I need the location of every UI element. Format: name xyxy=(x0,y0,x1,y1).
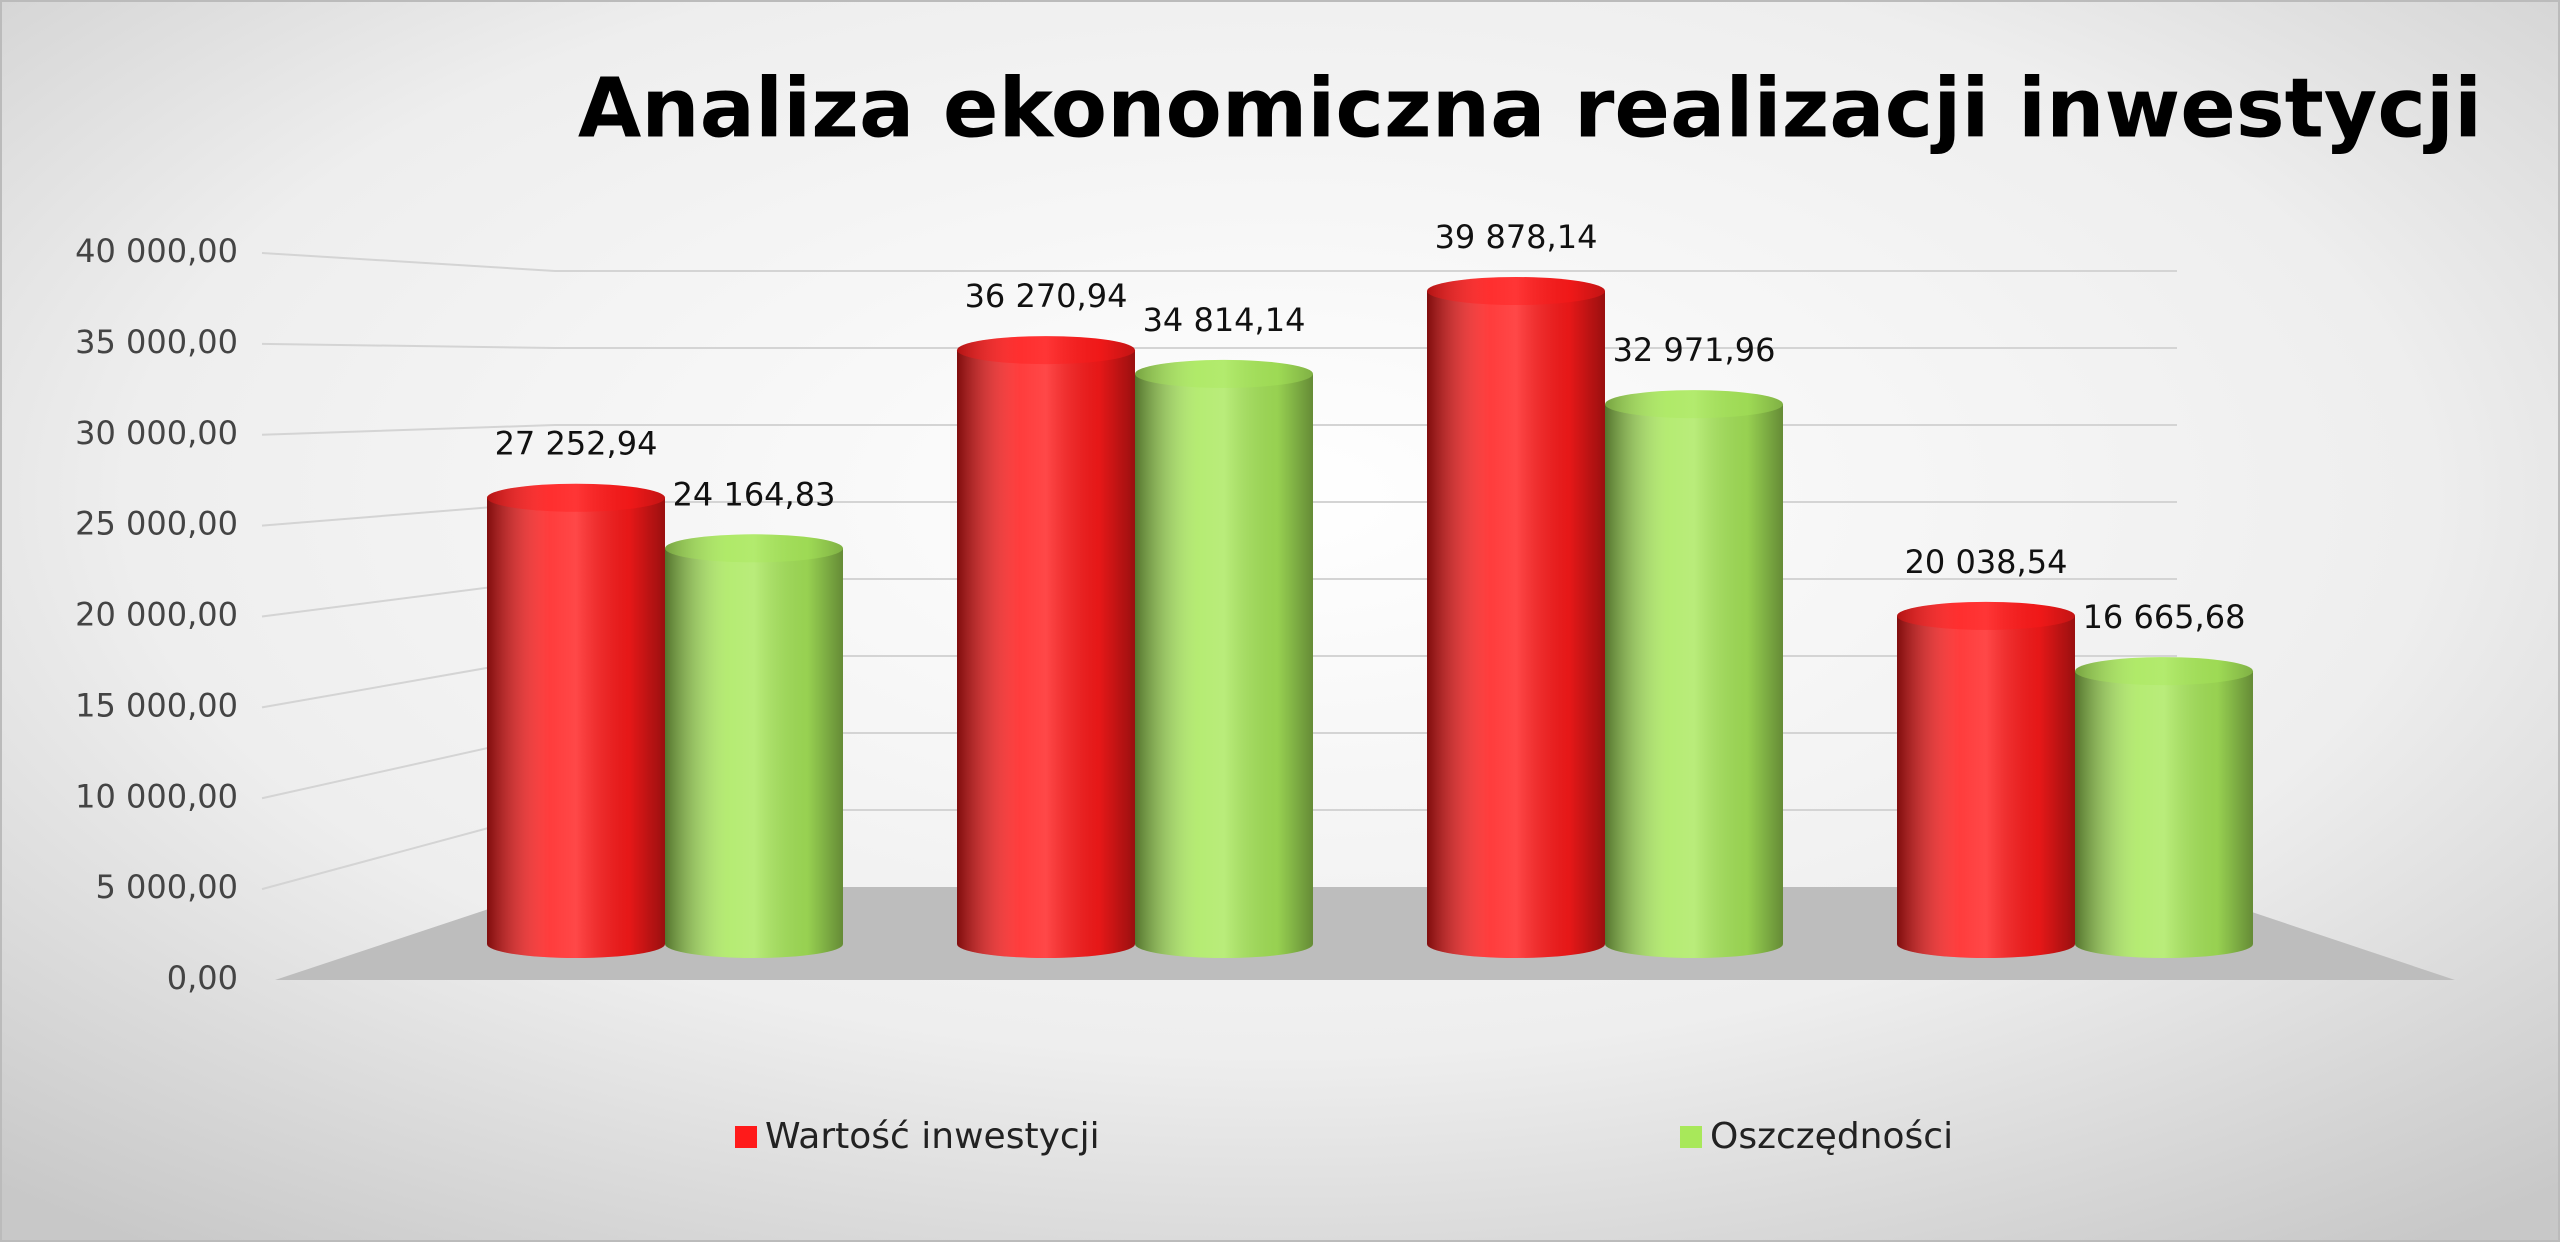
chart-title: Analiza ekonomiczna realizacji inwestycj… xyxy=(578,61,2482,156)
y-tick-label: 0,00 xyxy=(167,959,238,997)
cylinder-top-shade xyxy=(665,534,843,563)
grid-line xyxy=(261,252,2177,272)
cylinder-shade xyxy=(957,350,1135,958)
cylinder-top-shade xyxy=(2075,657,2253,686)
y-tick-label: 20 000,00 xyxy=(75,596,238,634)
cylinder-top-shade xyxy=(1897,601,2075,630)
cylinder-top-shade xyxy=(487,483,665,512)
value-label: 24 164,83 xyxy=(673,475,836,513)
bar xyxy=(2075,657,2253,958)
bar xyxy=(1135,359,1313,958)
cylinder-top-shade xyxy=(1135,359,1313,388)
cylinder-top-shade xyxy=(1605,390,1783,419)
y-tick-label: 10 000,00 xyxy=(75,777,238,815)
cylinder-shade xyxy=(1897,615,2075,958)
y-tick-label: 15 000,00 xyxy=(75,686,238,724)
y-tick-label: 5 000,00 xyxy=(96,868,239,906)
cylinder-shade xyxy=(1135,373,1313,958)
cylinder-top-shade xyxy=(957,336,1135,365)
cylinder-shade xyxy=(1605,404,1783,958)
cylinder-shade xyxy=(487,497,665,958)
cylinder-shade xyxy=(1427,290,1605,958)
bar xyxy=(1427,276,1605,958)
value-label: 32 971,96 xyxy=(1613,331,1776,369)
legend-label: Oszczędności xyxy=(1710,1116,1953,1157)
bar xyxy=(487,483,665,958)
value-label: 39 878,14 xyxy=(1435,218,1598,256)
legend-swatch xyxy=(735,1126,757,1148)
cylinder-shade xyxy=(2075,671,2253,958)
bar xyxy=(957,336,1135,958)
value-label: 16 665,68 xyxy=(2083,598,2246,636)
legend-swatch xyxy=(1680,1126,1702,1148)
grid-line xyxy=(261,342,2177,349)
y-tick-label: 30 000,00 xyxy=(75,414,238,452)
bar xyxy=(1605,390,1783,958)
cylinder-top-shade xyxy=(1427,276,1605,305)
bar xyxy=(1897,601,2075,958)
value-label: 27 252,94 xyxy=(495,425,658,463)
bar xyxy=(665,534,843,958)
y-tick-label: 35 000,00 xyxy=(75,323,238,361)
y-tick-label: 40 000,00 xyxy=(75,232,238,270)
y-tick-label: 25 000,00 xyxy=(75,505,238,543)
value-label: 36 270,94 xyxy=(965,277,1128,315)
legend-label: Wartość inwestycji xyxy=(765,1116,1100,1157)
value-label: 20 038,54 xyxy=(1905,543,2068,581)
cylinder-shade xyxy=(665,548,843,958)
value-label: 34 814,14 xyxy=(1143,301,1306,339)
